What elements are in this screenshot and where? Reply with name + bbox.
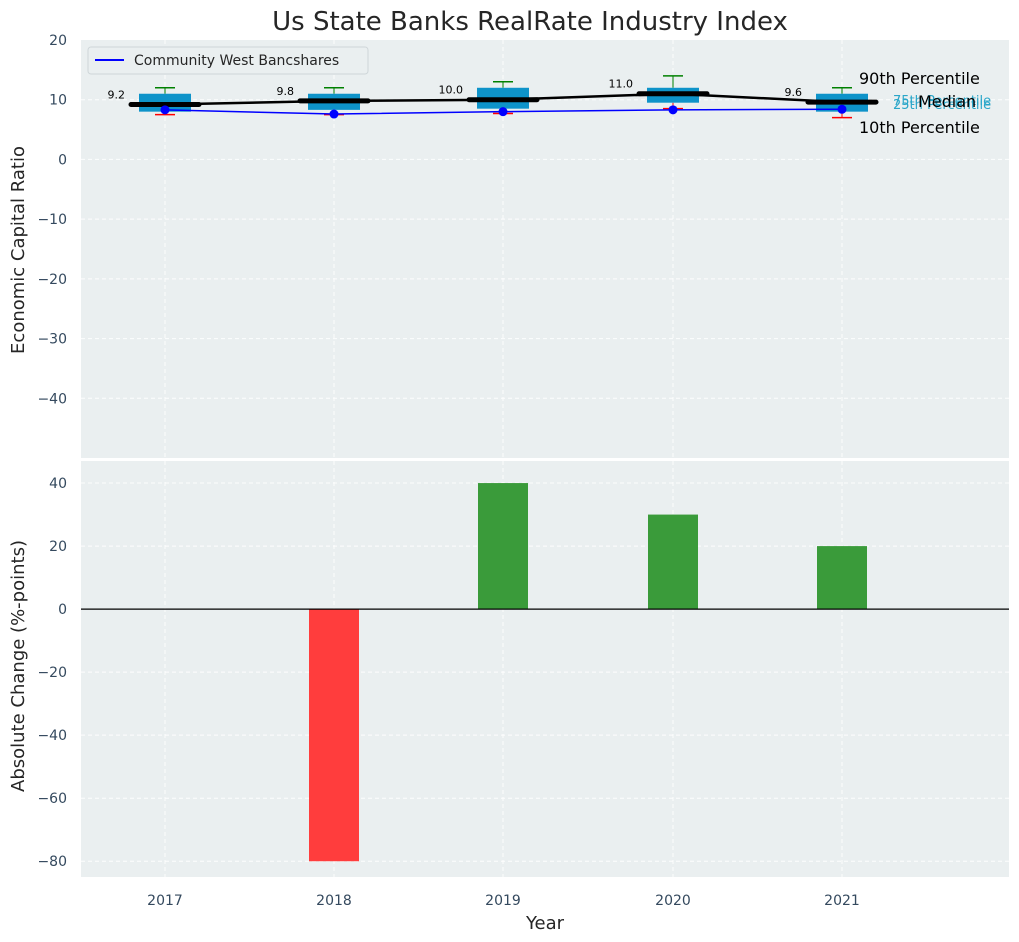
p10-annotation: 10th Percentile [859, 118, 980, 137]
median-value-label: 11.0 [609, 78, 634, 91]
x-tick-label: 2021 [824, 893, 860, 909]
x-tick-label: 2020 [655, 893, 691, 909]
top-y-tick-label: 10 [49, 93, 67, 109]
bar-series [81, 483, 1009, 862]
change-bar [817, 546, 867, 610]
bottom-y-axis-title: Absolute Change (%-points) [8, 540, 29, 792]
x-tick-label: 2017 [147, 893, 183, 909]
p90-annotation: 90th Percentile [859, 69, 980, 88]
median-value-label: 9.6 [785, 86, 803, 99]
series-point [160, 105, 170, 115]
legend-label: Community West Bancshares [134, 53, 339, 69]
top-y-tick-label: −40 [37, 391, 67, 407]
bottom-y-tick-label: 40 [49, 476, 67, 492]
top-y-tick-label: −30 [37, 332, 67, 348]
bottom-y-tick-label: 0 [58, 602, 67, 618]
bottom-plot-area [81, 461, 1009, 877]
chart-title: Us State Banks RealRate Industry Index [272, 7, 788, 37]
top-gridlines [81, 40, 1009, 458]
bottom-y-tick-label: 20 [49, 539, 67, 555]
series-point [329, 109, 339, 119]
bottom-y-tick-label: −80 [37, 854, 67, 870]
bottom-y-tick-label: −40 [37, 728, 67, 744]
top-y-tick-label: 0 [58, 152, 67, 168]
x-tick-label: 2018 [316, 893, 352, 909]
p75-annotation: 75th Percentile [893, 94, 991, 109]
median-trend-line [164, 92, 843, 106]
community-west-series [160, 104, 847, 119]
x-ticks: 2017 2018 2019 2020 2021 [147, 893, 860, 909]
change-bar [309, 609, 359, 862]
series-point [498, 107, 508, 117]
top-y-ticks: 20 10 0 −10 −20 −30 −40 [37, 33, 67, 407]
change-bar [478, 483, 528, 610]
p25-annotation: 25th Percentile [893, 98, 991, 113]
series-point [668, 105, 678, 115]
top-y-tick-label: −10 [37, 212, 67, 228]
change-bar [648, 514, 698, 610]
top-y-tick-label: 20 [49, 33, 67, 49]
median-value-label: 9.2 [108, 88, 126, 101]
median-value-label: 10.0 [439, 84, 464, 97]
bottom-y-ticks: 40 20 0 −20 −40 −60 −80 [37, 476, 67, 870]
x-tick-label: 2019 [485, 893, 521, 909]
bottom-y-tick-label: −60 [37, 791, 67, 807]
legend-box [87, 46, 369, 75]
bottom-y-tick-label: −20 [37, 665, 67, 681]
legend: Community West Bancshares [87, 46, 369, 75]
series-point [837, 104, 847, 114]
top-y-axis-title: Economic Capital Ratio [8, 146, 29, 354]
box-series: 9.2 9.8 10.0 11.0 9.6 [108, 75, 879, 119]
x-axis-title: Year [525, 913, 565, 934]
top-y-tick-label: −20 [37, 272, 67, 288]
median-value-label: 9.8 [277, 85, 295, 98]
median-annotation: Median [918, 92, 976, 111]
